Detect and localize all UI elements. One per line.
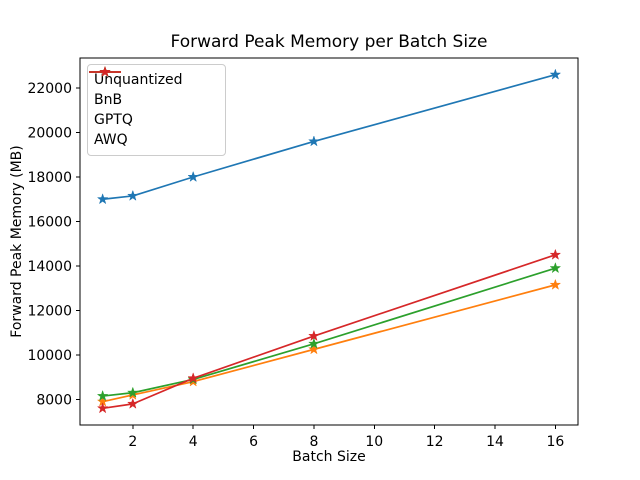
legend-label: Unquantized <box>94 72 183 88</box>
x-tick-label: 14 <box>486 434 504 450</box>
x-axis-label: Batch Size <box>292 449 365 465</box>
data-point-marker <box>549 248 562 260</box>
y-tick-label: 22000 <box>27 81 72 97</box>
data-point-marker <box>187 372 200 384</box>
ticks-layer: 2 4 6 8 10 12 14 16 8000 10000 12000 14000 16000 1800… <box>27 81 564 450</box>
x-tick-label: 2 <box>128 434 137 450</box>
data-point-marker <box>549 262 562 274</box>
data-point-marker <box>96 193 109 205</box>
chart-title: Forward Peak Memory per Batch Size <box>171 32 488 52</box>
y-tick-label: 16000 <box>27 214 72 230</box>
x-tick-label: 6 <box>249 434 258 450</box>
x-tick-label: 4 <box>189 434 198 450</box>
y-tick-label: 14000 <box>27 259 72 275</box>
legend-label: GPTQ <box>94 112 133 128</box>
data-point-marker <box>187 170 200 183</box>
data-point-marker <box>126 189 139 201</box>
legend-marker-icon <box>89 65 121 78</box>
legend-label: AWQ <box>94 132 128 148</box>
legend: Unquantized BnB GPTQ AWQ <box>87 64 226 156</box>
y-axis-label: Forward Peak Memory (MB) <box>9 145 25 337</box>
data-point-marker <box>126 386 139 398</box>
data-point-marker <box>96 389 109 402</box>
data-point-marker <box>308 329 320 342</box>
data-point-marker <box>549 68 562 80</box>
data-point-marker <box>308 135 320 147</box>
data-point-marker <box>96 402 109 414</box>
y-tick-label: 8000 <box>36 392 72 408</box>
y-tick-label: 12000 <box>27 303 72 319</box>
legend-entry-gptq: GPTQ <box>89 65 218 130</box>
x-tick-label: 12 <box>426 434 444 450</box>
legend-entry-bnb: BnB <box>89 65 218 110</box>
y-tick-label: 18000 <box>27 170 72 186</box>
x-tick-label: 16 <box>546 434 564 450</box>
legend-entry-awq: AWQ <box>89 65 218 150</box>
x-tick-label: 10 <box>365 434 383 450</box>
data-point-marker <box>308 343 320 355</box>
y-tick-label: 10000 <box>27 348 72 364</box>
data-point-marker <box>126 397 139 409</box>
data-point-marker <box>308 337 320 349</box>
data-point-marker <box>549 278 562 290</box>
x-tick-label: 8 <box>309 434 318 450</box>
axes-spines <box>79 57 579 426</box>
legend-label: BnB <box>94 92 123 108</box>
series-layer <box>96 68 562 414</box>
y-tick-label: 20000 <box>27 126 72 142</box>
